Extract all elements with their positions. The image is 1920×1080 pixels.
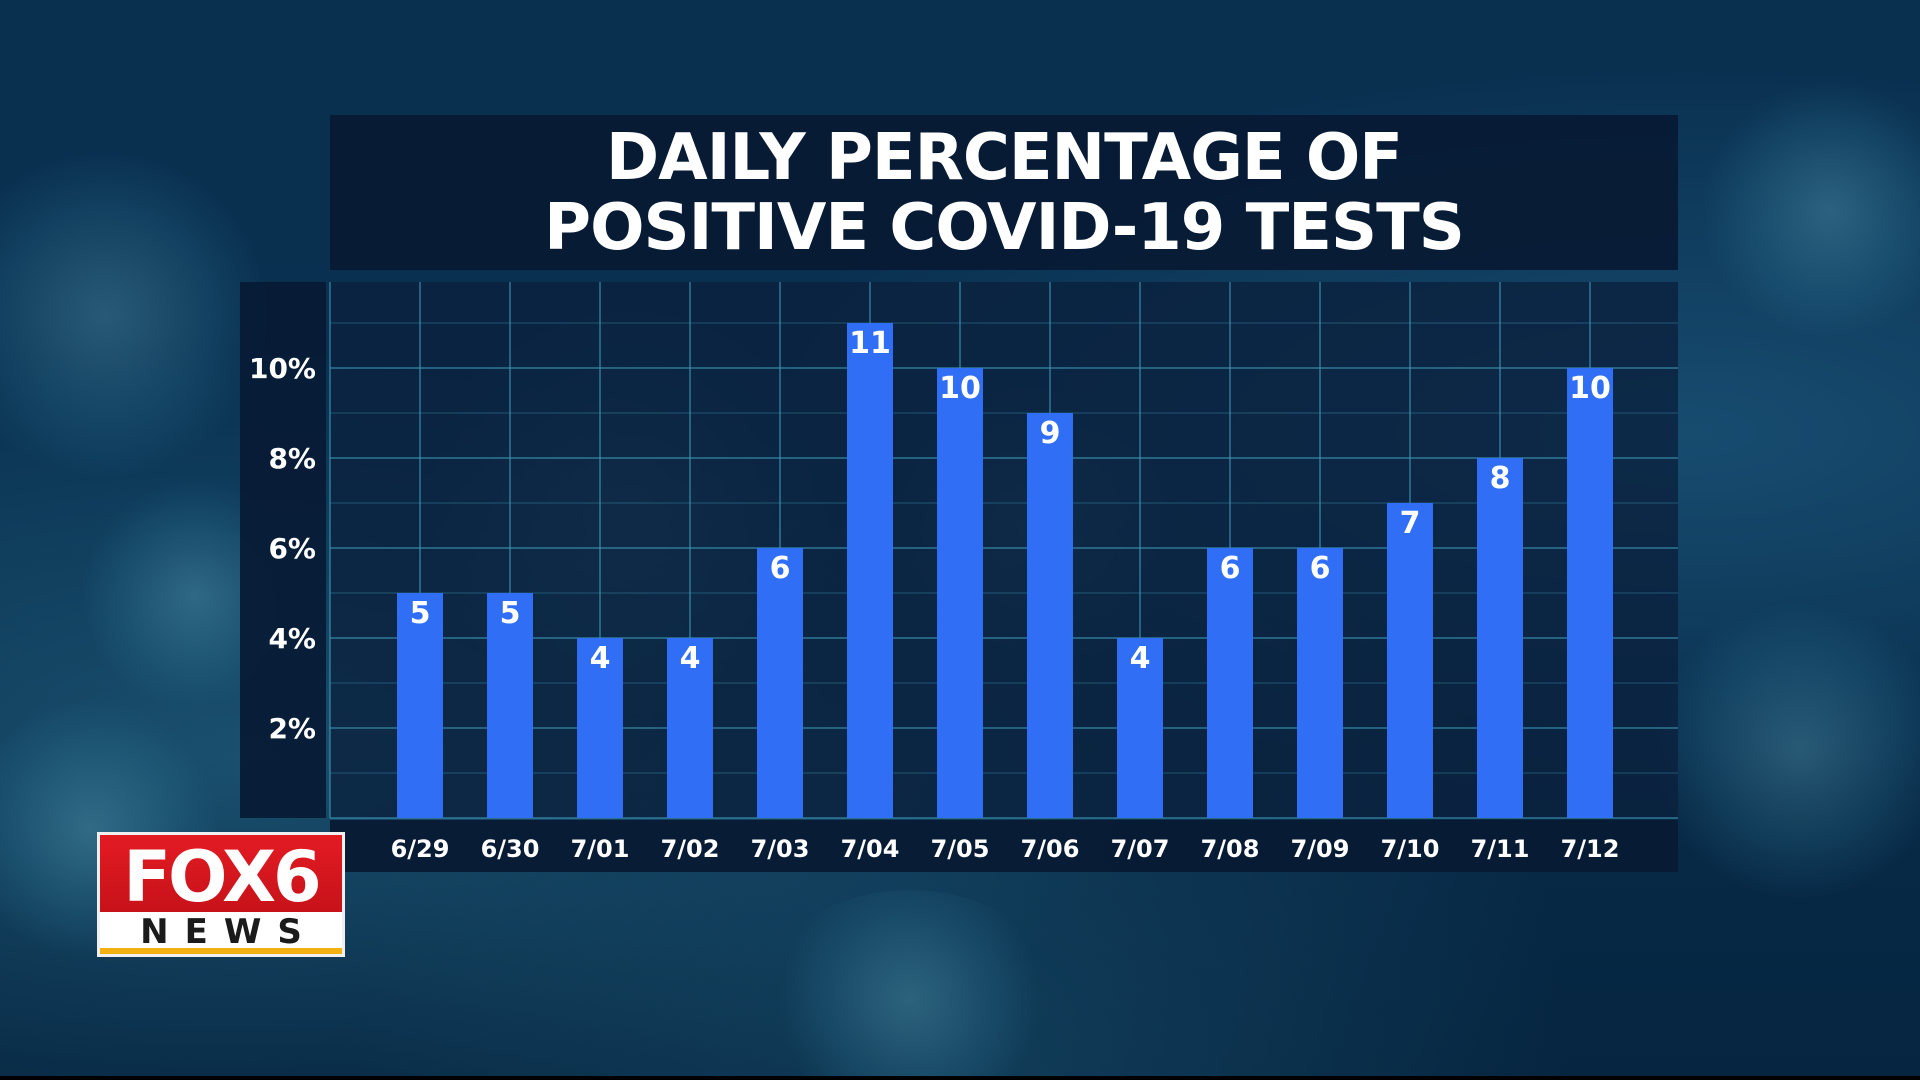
chart-title-line-1: DAILY PERCENTAGE OF [606,120,1403,195]
fox6-news-logo: FOX6 NEWS [97,832,345,957]
x-tick-label: 7/04 [841,835,900,863]
x-axis-panel [330,820,1678,872]
chart-title-panel: DAILY PERCENTAGE OF POSITIVE COVID-19 TE… [330,115,1678,270]
logo-news-text: NEWS [100,912,342,954]
bar-7/10 [1387,503,1433,818]
x-tick-label: 7/01 [571,835,630,863]
x-tick-label: 7/08 [1201,835,1260,863]
bar-value-label: 4 [680,641,701,676]
x-tick-label: 7/07 [1111,835,1170,863]
bar-6/30 [487,593,533,818]
virus-decoration [760,890,1060,1080]
logo-fox6-text: FOX6 [123,836,322,918]
bar-7/08 [1207,548,1253,818]
y-tick-label: 8% [268,442,316,475]
bar-7/02 [667,638,713,818]
bar-7/01 [577,638,623,818]
x-tick-label: 6/29 [391,835,450,863]
bar-value-label: 6 [1220,551,1241,586]
bar-7/12 [1567,368,1613,818]
bar-value-label: 4 [1130,641,1151,676]
x-tick-label: 7/09 [1291,835,1350,863]
y-axis-panel [240,282,326,818]
chart-title-line-2: POSITIVE COVID-19 TESTS [544,190,1465,265]
virus-decoration [0,150,270,480]
bar-7/11 [1477,458,1523,818]
x-tick-label: 7/10 [1381,835,1440,863]
x-tick-label: 6/30 [481,835,540,863]
bar-value-label: 4 [590,641,611,676]
bar-7/03 [757,548,803,818]
bar-value-label: 10 [1569,371,1611,406]
bar-value-label: 11 [849,326,891,361]
bar-7/06 [1027,413,1073,818]
bar-value-label: 10 [939,371,981,406]
bar-7/04 [847,323,893,818]
bar-value-label: 5 [410,596,431,631]
x-tick-label: 7/05 [931,835,990,863]
bar-value-label: 6 [1310,551,1331,586]
virus-decoration [1650,600,1920,900]
logo-gold-stripe [100,948,342,954]
bar-6/29 [397,593,443,818]
bottom-edge-bar [0,1076,1920,1080]
bar-value-label: 5 [500,596,521,631]
x-tick-label: 7/12 [1561,835,1620,863]
x-tick-label: 7/03 [751,835,810,863]
bar-7/05 [937,368,983,818]
bar-value-label: 9 [1040,416,1061,451]
y-tick-label: 6% [268,532,316,565]
x-tick-label: 7/02 [661,835,720,863]
bar-7/07 [1117,638,1163,818]
y-tick-label: 10% [249,352,316,385]
virus-decoration [1700,80,1920,340]
x-tick-label: 7/06 [1021,835,1080,863]
x-tick-label: 7/11 [1471,835,1530,863]
y-tick-label: 2% [268,712,316,745]
bar-value-label: 6 [770,551,791,586]
y-tick-label: 4% [268,622,316,655]
bar-value-label: 7 [1400,506,1421,541]
bar-7/09 [1297,548,1343,818]
bar-value-label: 8 [1490,461,1511,496]
